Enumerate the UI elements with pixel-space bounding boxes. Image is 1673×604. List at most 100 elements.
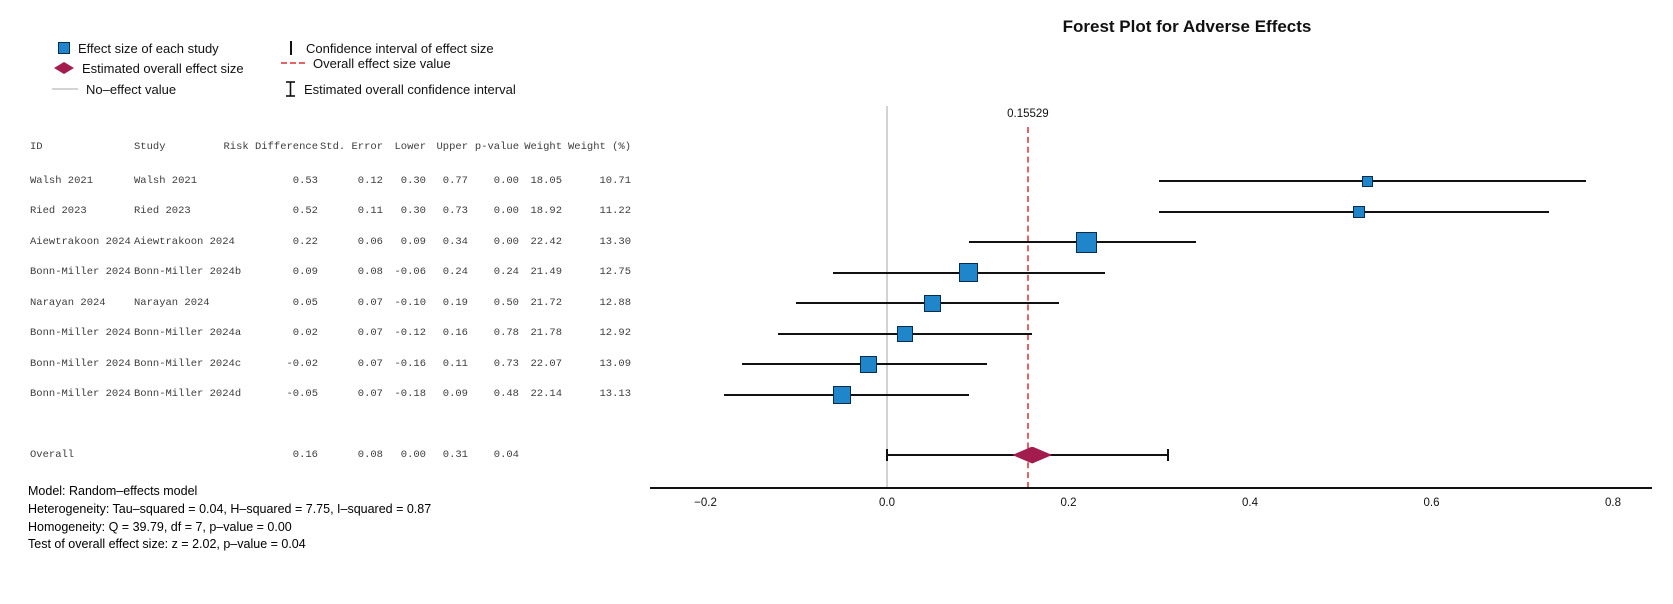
table-cell: 0.11 [357,205,383,217]
legend-label: Confidence interval of effect size [306,40,494,56]
table-cell: 13.13 [599,388,631,400]
table-cell: 0.07 [357,296,383,309]
table-cell: Bonn-Miller 2024a [134,327,242,339]
no-effect-line [886,106,888,488]
table-cell: 0.48 [493,388,519,400]
table-cell: 0.09 [400,235,426,248]
table-cell: 0.34 [442,235,468,248]
overall-effect-value-label: 0.15529 [1007,108,1049,120]
table-cell: Weight (%) [567,141,631,153]
table-row: Bonn-Miller 2024 Bonn-Miller 2024c -0.02 0.… [30,358,670,371]
table-cell: 0.08 [357,266,383,278]
study-effect-square [1352,205,1365,218]
table-cell: Ried 2023 [134,205,191,217]
x-axis-tick-label: 0.8 [1605,497,1621,509]
table-cell: 22.42 [530,235,562,248]
overall-ci-ibeam-icon [286,81,295,97]
study-effect-square [860,355,878,373]
table-cell: Aiewtrakoon 2024 [134,235,235,248]
table-row: Aiewtrakoon 2024 Aiewtrakoon 2024 0.22 0.06… [30,236,670,249]
table-overall-row: Overall 0.16 0.08 0.00 0.31 0.04 [30,449,670,462]
study-effect-square [959,263,979,282]
table-cell: 0.30 [400,174,426,187]
study-effect-square [832,385,851,404]
table-cell: 11.22 [599,205,631,217]
table-cell: 0.07 [357,388,383,400]
table-cell: 0.30 [400,205,426,217]
table-cell: 0.07 [357,357,383,370]
footnote-heterogeneity: Heterogeneity: Tau–squared = 0.04, H–squ… [28,501,432,516]
table-cell: -0.10 [394,296,426,309]
table-cell: 0.24 [442,266,468,278]
study-effect-square [923,294,941,312]
table-cell: 12.88 [599,296,631,309]
table-cell: 0.73 [493,357,519,370]
x-axis-tick-label: 0.4 [1242,497,1258,509]
table-cell: 0.16 [292,448,318,461]
table-cell: -0.06 [394,266,426,278]
table-cell: 10.71 [599,174,631,187]
table-cell: -0.18 [394,388,426,400]
table-cell: 0.53 [292,174,318,187]
model-footnotes: Model: Random–effects model Heterogeneit… [28,483,431,554]
table-cell: p-value [474,141,519,153]
table-cell: -0.02 [286,357,318,370]
table-cell: Narayan 2024 [134,296,210,309]
table-row: Bonn-Miller 2024 Bonn-Miller 2024b 0.09 0.0… [30,266,670,279]
table-row: Bonn-Miller 2024 Bonn-Miller 2024a 0.02 0.0… [30,327,670,340]
study-effect-square [1362,175,1374,187]
table-row: Ried 2023 Ried 2023 0.52 0.11 0.30 0.73 0.00 18… [30,205,670,218]
legend-item-ci: Confidence interval of effect size [284,40,494,56]
table-cell: -0.12 [394,327,426,339]
table-cell: Ried 2023 [30,205,87,217]
overall-value-dash-icon [281,62,305,64]
table-cell: Bonn-Miller 2024b [134,266,242,278]
table-cell: Bonn-Miller 2024d [134,388,242,400]
table-cell: 0.24 [493,266,519,278]
legend-item-effect-size: Effect size of each study [58,40,219,56]
table-cell: 12.92 [599,327,631,339]
footnote-overall-test: Test of overall effect size: z = 2.02, p… [28,537,306,552]
table-cell: 13.09 [599,357,631,370]
table-cell: 0.09 [442,388,468,400]
table-cell: 21.78 [530,327,562,339]
legend-label: Overall effect size value [313,55,451,71]
table-cell: Study [134,141,166,153]
legend-label: Estimated overall effect size [82,60,244,76]
table-cell: Bonn-Miller 2024c [134,357,242,370]
overall-diamond-icon [54,62,74,74]
table-cell: 0.19 [442,296,468,309]
table-cell: Walsh 2021 [30,174,94,187]
table-cell: 18.05 [530,174,562,187]
table-cell: 0.00 [493,235,519,248]
table-cell: Risk Difference [223,141,318,153]
overall-effect-diamond [1012,446,1053,464]
table-cell: Aiewtrakoon 2024 [30,235,131,248]
table-header-row: ID Study Risk Difference Std. Error Lower Upp… [30,141,670,154]
table-cell: 0.00 [400,448,426,461]
table-cell: 0.02 [292,327,318,339]
legend-item-overall-ci: Estimated overall confidence interval [285,81,516,97]
table-cell: 0.06 [357,235,383,248]
table-cell: 0.31 [442,448,468,461]
study-table: ID Study Risk Difference Std. Error Lower Upp… [30,141,670,471]
x-axis-tick-label: 0.2 [1060,497,1077,509]
legend-item-no-effect: No–effect value [52,81,176,97]
x-axis-tick-label: −0.2 [694,497,717,509]
table-row: Narayan 2024 Narayan 2024 0.05 0.07 -0.10 0.1… [30,297,670,310]
table-cell: 0.08 [357,448,383,461]
legend-item-overall-effect: Estimated overall effect size [54,60,244,76]
effect-size-square-icon [58,42,70,54]
table-cell: Lower [394,141,426,153]
table-cell: 0.78 [493,327,519,339]
table-cell: Narayan 2024 [30,296,106,309]
table-cell: 13.30 [599,235,631,248]
overall-ci-right-cap [1167,449,1170,461]
chart-title: Forest Plot for Adverse Effects [1062,17,1312,36]
x-axis-tick-label: 0.0 [879,497,895,509]
legend-label: No–effect value [86,81,177,97]
table-cell: 21.49 [530,266,562,278]
table-cell: Overall [30,448,75,461]
table-cell: 22.07 [530,357,562,370]
table-cell: 0.05 [292,296,318,309]
